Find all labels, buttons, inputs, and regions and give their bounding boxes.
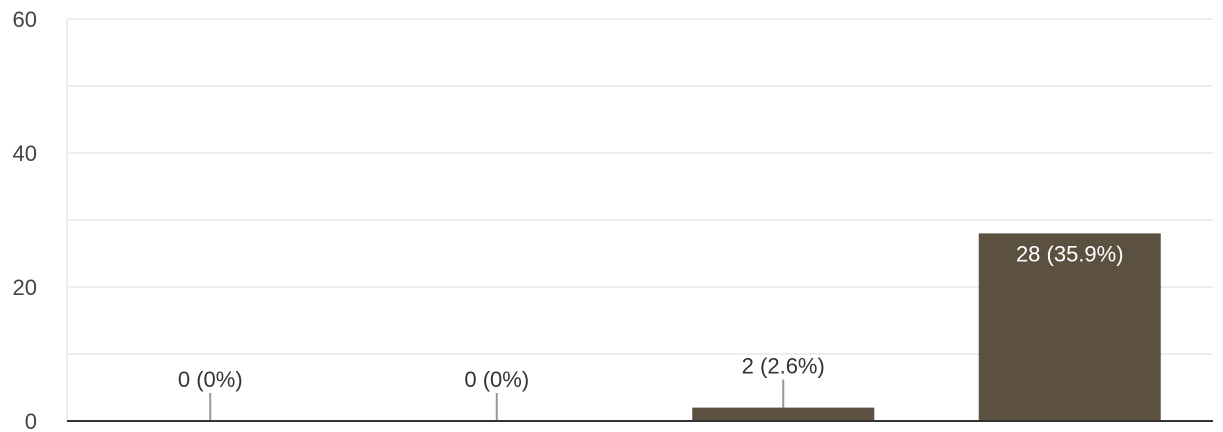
data-labels: 0 (0%) 0 (0%) 2 (2.6%) 28 (35.9%) — [178, 241, 1124, 421]
bar — [978, 233, 1161, 421]
y-axis-ticks: 0 20 40 60 — [13, 7, 37, 432]
y-tick-label: 60 — [13, 7, 37, 32]
y-tick-label: 40 — [13, 141, 37, 166]
data-label: 0 (0%) — [178, 367, 243, 392]
data-label: 2 (2.6%) — [742, 354, 825, 379]
bars — [692, 233, 1161, 421]
data-label: 0 (0%) — [464, 367, 529, 392]
data-label: 28 (35.9%) — [1016, 241, 1124, 266]
y-tick-label: 0 — [25, 409, 37, 432]
bar — [692, 407, 875, 421]
y-tick-label: 20 — [13, 275, 37, 300]
